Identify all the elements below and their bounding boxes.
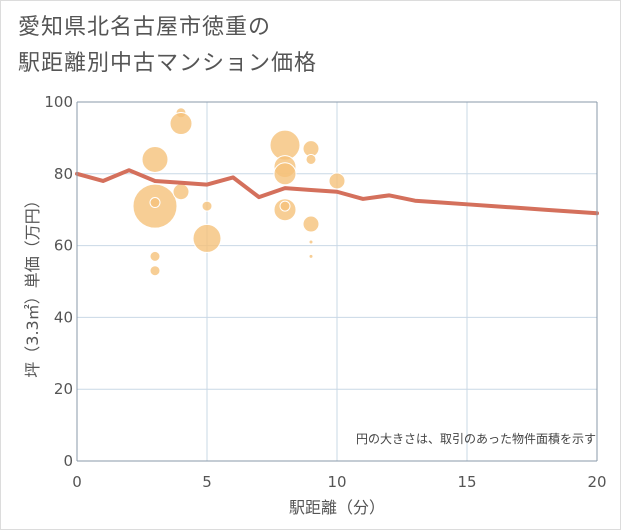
tick-labels: 0 5 10 15 20 0 20 40 60 80 100 bbox=[44, 93, 606, 491]
y-tick-label: 0 bbox=[63, 452, 73, 470]
y-axis-title: 坪（3.3㎡）単価（万円） bbox=[23, 192, 42, 377]
x-tick-label: 20 bbox=[587, 473, 606, 491]
bubble-point bbox=[279, 200, 291, 212]
x-axis-title: 駅距離（分） bbox=[289, 498, 385, 517]
x-tick-label: 0 bbox=[72, 473, 82, 491]
bubble-series bbox=[132, 107, 346, 277]
x-tick-label: 10 bbox=[327, 473, 346, 491]
bubble-point bbox=[169, 112, 193, 136]
bubble-point bbox=[141, 145, 169, 173]
bubble-point bbox=[149, 197, 161, 209]
bubble-point bbox=[305, 153, 317, 165]
bubble-point bbox=[273, 162, 297, 186]
bubble-point bbox=[149, 265, 161, 277]
y-tick-label: 60 bbox=[54, 237, 73, 255]
x-tick-label: 15 bbox=[457, 473, 476, 491]
bubble-point bbox=[308, 253, 314, 259]
trend-line bbox=[75, 168, 599, 216]
bubble-point bbox=[192, 223, 222, 253]
trend-line-series bbox=[75, 168, 599, 216]
chart-title-line2: 駅距離別中古マンション価格 bbox=[18, 51, 318, 76]
y-tick-label: 40 bbox=[54, 308, 73, 326]
bubble-point bbox=[302, 215, 320, 233]
y-tick-label: 100 bbox=[44, 93, 73, 111]
bubble-point bbox=[328, 172, 346, 190]
chart-title-line1: 愛知県北名古屋市徳重の bbox=[18, 15, 272, 40]
bubble-point bbox=[201, 200, 213, 212]
chart-title: 愛知県北名古屋市徳重の 駅距離別中古マンション価格 bbox=[18, 10, 317, 82]
axes bbox=[76, 101, 598, 462]
x-tick-label: 5 bbox=[202, 473, 212, 491]
size-annotation: 円の大きさは、取引のあった物件面積を示す bbox=[356, 431, 596, 446]
bubble-point bbox=[149, 250, 161, 262]
y-tick-label: 20 bbox=[54, 380, 73, 398]
y-tick-label: 80 bbox=[54, 165, 73, 183]
bubble-point bbox=[172, 183, 190, 201]
bubble-point bbox=[308, 239, 314, 245]
